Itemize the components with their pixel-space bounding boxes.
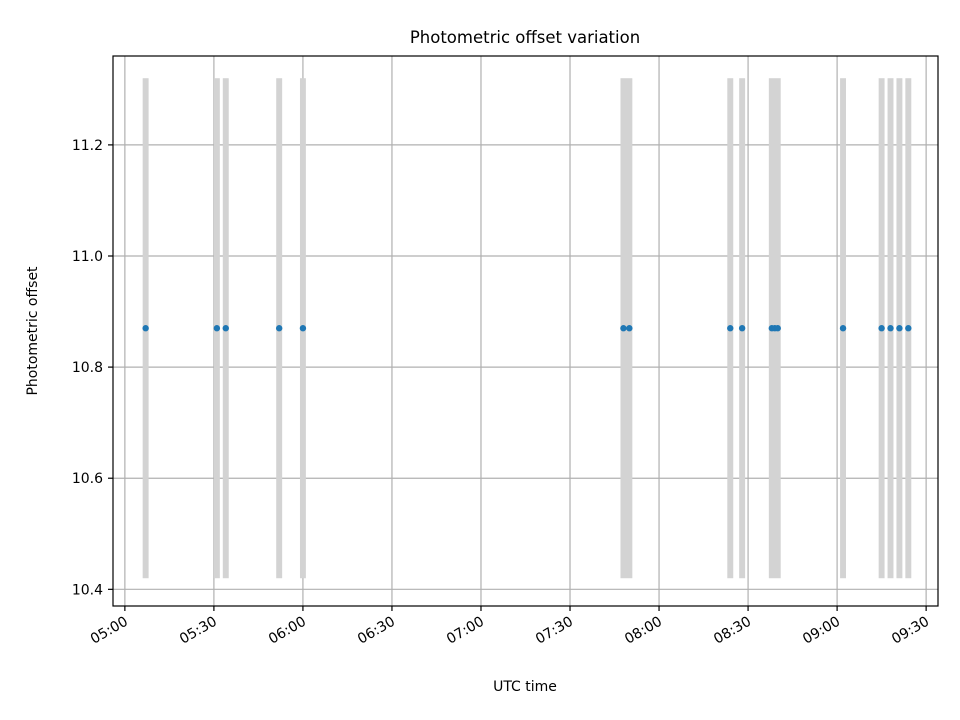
x-tick-label: 08:00 xyxy=(622,614,665,648)
x-tick-label: 09:30 xyxy=(889,614,932,648)
data-point xyxy=(774,325,781,332)
data-point xyxy=(222,325,229,332)
y-axis-label: Photometric offset xyxy=(25,266,41,396)
data-point xyxy=(905,325,912,332)
data-point xyxy=(727,325,734,332)
x-tick-label: 06:00 xyxy=(266,614,309,648)
data-point xyxy=(887,325,894,332)
data-point xyxy=(839,325,847,332)
data-point xyxy=(213,325,221,332)
x-tick-label: 08:30 xyxy=(711,614,754,648)
data-point xyxy=(626,325,633,332)
x-axis-label: UTC time xyxy=(493,679,557,695)
y-tick-label: 10.6 xyxy=(72,471,103,487)
x-tick-label: 09:00 xyxy=(800,614,843,648)
x-tick-label: 07:30 xyxy=(533,614,576,648)
data-point xyxy=(878,325,885,332)
axes-frame xyxy=(112,55,939,607)
x-tick-label: 07:00 xyxy=(444,614,487,648)
y-tick-label: 11.2 xyxy=(72,138,103,154)
data-point xyxy=(142,325,149,332)
data-point xyxy=(299,325,307,332)
x-tick-label: 05:00 xyxy=(88,614,131,648)
x-tick-label: 06:30 xyxy=(355,614,398,648)
y-tick-label: 10.4 xyxy=(72,582,103,598)
data-point xyxy=(620,325,627,332)
data-point xyxy=(275,325,283,332)
data-point xyxy=(896,325,903,332)
chart-title: Photometric offset variation xyxy=(410,28,640,47)
x-tick-label: 05:30 xyxy=(177,614,220,648)
plot-area: 05:00 05:30 06:00 06:30 07:00 07:30 08:00 08:30… xyxy=(72,55,939,648)
y-tick-label: 10.8 xyxy=(72,360,103,376)
data-point xyxy=(738,325,746,332)
y-tick-label: 11.0 xyxy=(72,249,103,265)
